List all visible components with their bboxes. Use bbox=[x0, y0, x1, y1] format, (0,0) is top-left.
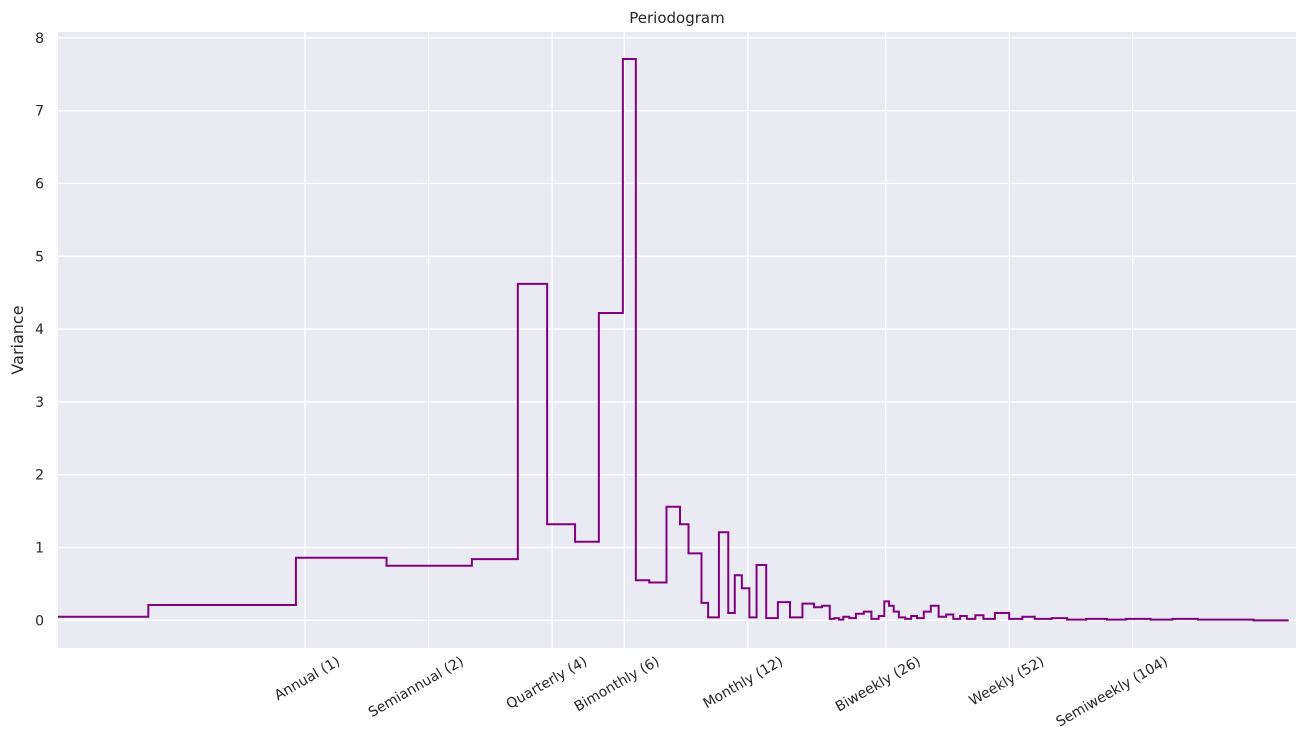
x-tick-label: Annual (1) bbox=[272, 654, 343, 704]
y-tick-label: 7 bbox=[35, 104, 44, 120]
series-layer bbox=[58, 57, 1289, 622]
y-tick-label: 3 bbox=[35, 395, 44, 411]
x-tick-label: Semiweekly (104) bbox=[1054, 654, 1171, 731]
x-tick-label: Monthly (12) bbox=[701, 654, 786, 712]
x-tick-labels: Annual (1) Semiannual (2) Quarterly (4)Bim… bbox=[272, 654, 1171, 731]
y-tick-label: 4 bbox=[35, 322, 44, 338]
x-tick-label: Weekly (52) bbox=[967, 654, 1048, 710]
grid-lines bbox=[58, 32, 1296, 648]
y-tick-label: 0 bbox=[35, 613, 44, 629]
y-tick-label: 8 bbox=[35, 31, 44, 47]
series-line bbox=[58, 57, 1289, 622]
y-tick-labels: 0 1 2 3 4 5 6 7 8 bbox=[35, 31, 44, 630]
y-tick-label: 2 bbox=[35, 468, 44, 484]
x-tick-label: Semiannual (2) bbox=[366, 654, 467, 721]
x-tick-label: Biweekly (26) bbox=[833, 654, 924, 716]
y-axis-label: Variance bbox=[8, 305, 27, 374]
chart-title: Periodogram bbox=[629, 9, 724, 27]
y-tick-label: 6 bbox=[35, 176, 44, 192]
plot-area bbox=[58, 32, 1296, 648]
y-tick-label: 1 bbox=[35, 541, 44, 557]
y-tick-label: 5 bbox=[35, 249, 44, 265]
